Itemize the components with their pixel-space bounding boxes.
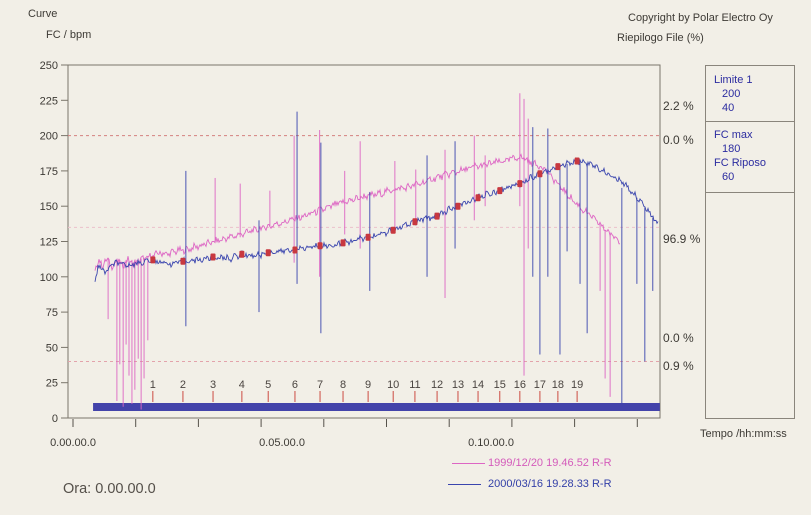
hr-curve-1 [94, 157, 659, 282]
y-tick-label: 100 [40, 272, 58, 284]
lap-marker [265, 249, 271, 257]
y-axis-units-label: FC / bpm [46, 29, 92, 41]
lap-number: 16 [514, 379, 526, 391]
y-tick-label: 25 [46, 378, 58, 390]
limit-section: Limite 1 200 40 [706, 66, 794, 122]
lap-number: 11 [409, 379, 420, 391]
zone-percentage-label: 96.9 % [663, 232, 701, 247]
y-tick-label: 50 [46, 342, 58, 354]
limit-lower-value: 40 [722, 102, 735, 114]
y-tick-label: 125 [40, 237, 58, 249]
fc-rest-label: FC Riposo [714, 157, 766, 169]
lap-number: 6 [292, 379, 298, 391]
legend-line-1999 [452, 463, 485, 464]
legend-line-2000 [448, 484, 481, 485]
lap-number: 14 [472, 379, 484, 391]
lap-marker [434, 212, 440, 220]
legend-entry-2000: 2000/03/16 19.28.33 R-R [488, 478, 612, 490]
lap-marker [292, 246, 298, 254]
lap-number: 17 [534, 379, 546, 391]
lap-number: 19 [571, 379, 583, 391]
y-tick-label: 75 [46, 307, 58, 319]
zone-percentage-label: 0.9 % [663, 359, 694, 374]
lap-number: 10 [387, 379, 399, 391]
zone-percentage-label: 2.2 % [663, 99, 694, 114]
lap-marker [180, 257, 186, 265]
lap-marker [390, 226, 396, 234]
lap-number: 8 [340, 379, 346, 391]
plot-border [67, 64, 661, 419]
view-title: Curve [28, 8, 58, 20]
x-axis-label: Tempo /hh:mm:ss [700, 428, 787, 440]
lap-number: 3 [210, 379, 216, 391]
legend-entry-1999: 1999/12/20 19.46.52 R-R [488, 457, 612, 469]
lap-marker [475, 194, 481, 202]
y-tick-label: 225 [40, 95, 58, 107]
lap-number: 1 [150, 379, 156, 391]
lap-number: 5 [265, 379, 271, 391]
lap-marker [210, 253, 216, 261]
cursor-time-label: Ora: 0.00.00.0 [63, 481, 156, 497]
lap-marker [412, 218, 418, 226]
lap-marker [340, 239, 346, 247]
lap-marker [517, 180, 523, 188]
lap-number: 18 [552, 379, 564, 391]
x-tick-label: 0.00.00.0 [50, 437, 96, 449]
limits-panel: Limite 1 200 40 FC max 180 FC Riposo 60 [705, 65, 795, 419]
lap-marker [239, 250, 245, 258]
fc-rest-value: 60 [722, 171, 735, 183]
y-tick-label: 250 [40, 60, 58, 72]
lap-number: 12 [431, 379, 443, 391]
zone-percentage-label: 0.0 % [663, 330, 694, 345]
x-tick-label: 0.05.00.0 [259, 437, 305, 449]
lap-marker [150, 256, 156, 264]
lap-marker [365, 233, 371, 241]
y-tick-label: 200 [40, 131, 58, 143]
fc-max-label: FC max [714, 129, 753, 141]
copyright-label: Copyright by Polar Electro Oy [628, 12, 773, 24]
lap-marker [537, 170, 543, 178]
lap-marker [555, 163, 561, 171]
lap-marker [317, 242, 323, 250]
lap-number: 2 [180, 379, 186, 391]
limit-label: Limite 1 [714, 74, 753, 86]
lap-number: 15 [494, 379, 506, 391]
lap-number: 7 [317, 379, 323, 391]
legend-label-2000: 2000/03/16 19.28.33 R-R [488, 478, 612, 490]
session-bar [93, 403, 660, 411]
lap-marker [497, 187, 503, 195]
lap-number: 13 [452, 379, 464, 391]
lap-marker [574, 157, 580, 165]
lap-marker [455, 202, 461, 210]
lap-number: 9 [365, 379, 371, 391]
fc-section: FC max 180 FC Riposo 60 [706, 122, 794, 193]
file-summary-label: Riepilogo File (%) [617, 32, 704, 44]
y-tick-label: 0 [52, 413, 58, 425]
y-tick-label: 175 [40, 166, 58, 178]
legend-label-1999: 1999/12/20 19.46.52 R-R [488, 457, 612, 469]
x-tick-label: 0.10.00.0 [468, 437, 514, 449]
zone-percentage-label: 0.0 % [663, 133, 694, 148]
lap-number: 4 [239, 379, 245, 391]
y-tick-label: 150 [40, 201, 58, 213]
fc-max-value: 180 [722, 143, 741, 155]
limit-upper-value: 200 [722, 88, 741, 100]
